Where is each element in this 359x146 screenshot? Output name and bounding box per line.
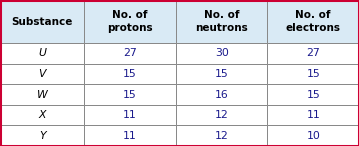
Bar [267, 0, 359, 43]
Text: No. of
electrons: No. of electrons [286, 10, 341, 33]
Text: W: W [37, 89, 47, 100]
Text: 11: 11 [123, 131, 137, 141]
Text: 27: 27 [123, 48, 137, 58]
Text: 15: 15 [306, 89, 320, 100]
Bar [0, 125, 84, 146]
Bar [267, 84, 359, 105]
Text: 15: 15 [123, 89, 137, 100]
Text: 12: 12 [215, 131, 229, 141]
Text: 15: 15 [306, 69, 320, 79]
Bar [176, 64, 267, 84]
Bar [0, 105, 84, 125]
Text: 27: 27 [306, 48, 320, 58]
Bar [84, 0, 176, 43]
Bar [0, 84, 84, 105]
Text: Substance: Substance [11, 16, 73, 27]
Bar [176, 0, 267, 43]
Bar [267, 125, 359, 146]
Bar [84, 125, 176, 146]
Bar [84, 64, 176, 84]
Text: U: U [38, 48, 46, 58]
Bar [84, 43, 176, 64]
Bar [0, 64, 84, 84]
Bar [267, 105, 359, 125]
Bar [176, 84, 267, 105]
Text: Y: Y [39, 131, 46, 141]
Text: 16: 16 [215, 89, 229, 100]
Bar [84, 105, 176, 125]
Text: 11: 11 [306, 110, 320, 120]
Text: No. of
neutrons: No. of neutrons [195, 10, 248, 33]
Bar [0, 43, 84, 64]
Text: V: V [38, 69, 46, 79]
Text: No. of
protons: No. of protons [107, 10, 153, 33]
Bar [84, 84, 176, 105]
Text: X: X [38, 110, 46, 120]
Text: 10: 10 [306, 131, 320, 141]
Bar [267, 64, 359, 84]
Text: 12: 12 [215, 110, 229, 120]
Text: 15: 15 [215, 69, 229, 79]
Text: 11: 11 [123, 110, 137, 120]
Bar [267, 43, 359, 64]
Bar [0, 0, 84, 43]
Bar [176, 105, 267, 125]
Text: 15: 15 [123, 69, 137, 79]
Bar [176, 43, 267, 64]
Bar [176, 125, 267, 146]
Text: 30: 30 [215, 48, 229, 58]
